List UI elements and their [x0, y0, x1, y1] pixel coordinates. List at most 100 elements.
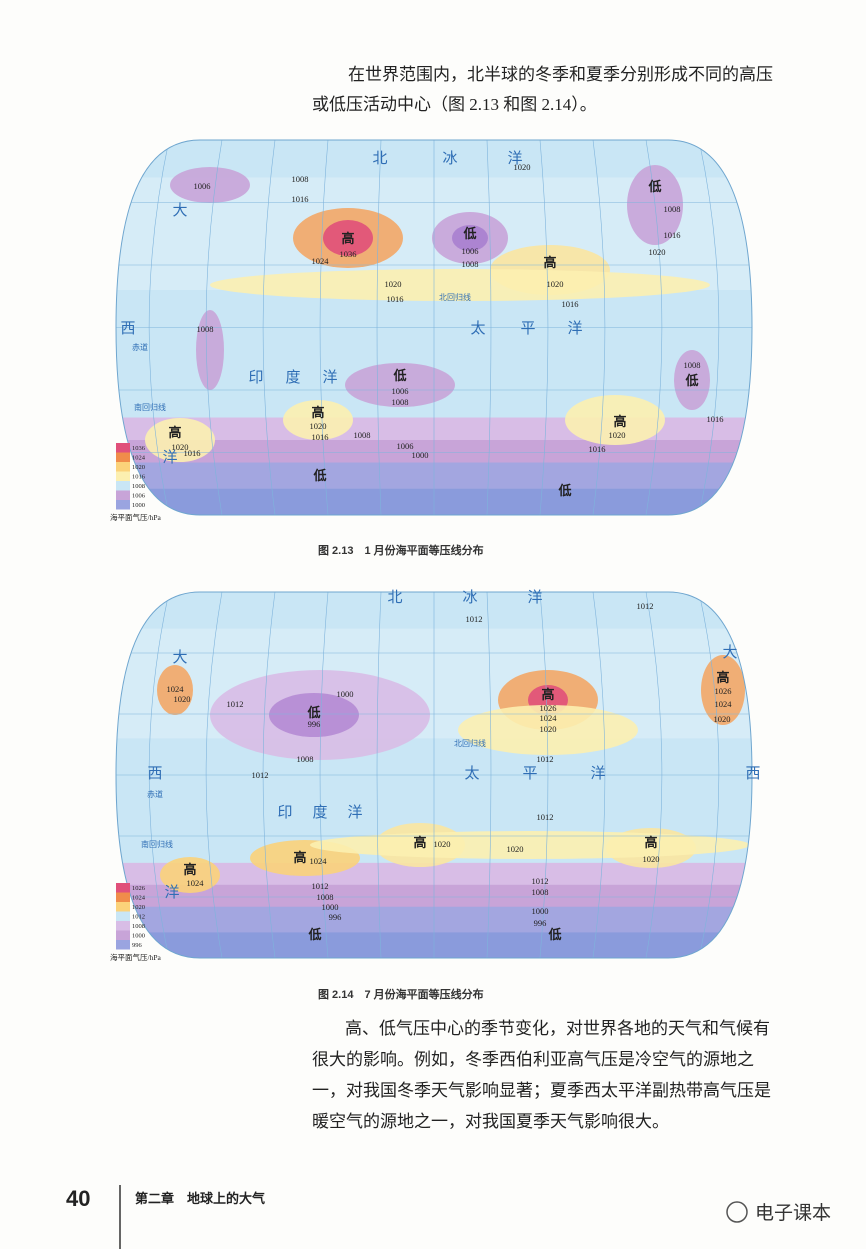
paragraph-line: 在世界范围内，北半球的冬季和夏季分别形成不同的高压: [348, 65, 773, 84]
map-shading: [565, 395, 665, 445]
map-label: 低: [547, 927, 561, 942]
map-label: 1024: [715, 699, 733, 709]
map-label: 1008: [392, 397, 409, 407]
map-label: 1006: [194, 181, 211, 191]
map-label: 高: [183, 862, 196, 877]
legend-label: 1026: [132, 885, 146, 892]
map-label: 1016: [312, 432, 329, 442]
legend-label: 1024: [132, 455, 146, 462]
map-label: 低: [462, 226, 476, 241]
map-label: 洋: [164, 884, 179, 901]
legend-swatch: [116, 462, 130, 472]
map-label: 1012: [637, 601, 654, 611]
map-shading: [210, 269, 710, 301]
map-label: 1016: [387, 294, 404, 304]
watermark: 电子课本: [755, 1202, 831, 1224]
watermark-icon: [726, 1201, 748, 1223]
map-label: 北回归线: [454, 738, 486, 748]
legend-swatch: [116, 921, 130, 931]
map-label: 低: [307, 927, 321, 942]
map-label: 1020: [310, 421, 327, 431]
graticule: [645, 592, 663, 958]
map-label: 低: [684, 373, 698, 388]
map-body: [116, 592, 752, 958]
graticule: [645, 140, 663, 515]
legend-label: 1008: [132, 483, 145, 490]
map-label: 1016: [292, 194, 309, 204]
map-label: 高: [716, 670, 729, 685]
map-label: 1020: [609, 430, 626, 440]
map-label: 1020: [649, 247, 666, 257]
map-label: 1016: [562, 299, 579, 309]
map-label: 印: [248, 369, 263, 386]
map-label: 1008: [664, 204, 681, 214]
map-label: 1036: [340, 249, 357, 259]
map-label: 高: [413, 835, 426, 850]
map-label: 西: [745, 766, 760, 782]
legend-label: 1012: [132, 914, 145, 921]
map-shading: [701, 655, 745, 725]
legend-title: 海平面气压/hPa: [110, 952, 162, 962]
map-label: 平: [522, 766, 537, 782]
map-label: 洋: [507, 150, 522, 167]
graticule: [698, 140, 720, 515]
map-shading: [323, 220, 373, 256]
map-shading: [310, 831, 750, 859]
map-label: 996: [308, 719, 321, 729]
map-label: 低: [392, 368, 406, 383]
map-label: 1008: [292, 174, 309, 184]
legend: 1036 1024 1020 1016 1008 1006 1000 海平面气压/hPa: [110, 443, 162, 522]
map-label: 1006: [397, 441, 414, 451]
graticule: [486, 592, 492, 958]
map-label: 西: [147, 766, 162, 782]
legend-label: 1036: [132, 445, 146, 452]
map-label: 1012: [312, 881, 329, 891]
map-shading: [145, 418, 215, 462]
map-label: 1024: [187, 878, 205, 888]
map-label: 大: [172, 202, 187, 219]
legend-label: 1024: [132, 895, 146, 902]
map-label: 南回归线: [134, 402, 166, 412]
graticule: [539, 592, 549, 958]
map-label: 1012: [537, 754, 554, 764]
graticule: [539, 140, 549, 515]
map: 北冰洋大 大西 西洋印度洋太平洋高10261024102010121012低9961…: [110, 589, 761, 1001]
legend-swatch: [116, 490, 130, 500]
paragraph-line: 很大的影响。例如，冬季西伯利亚高气压是冷空气的源地之: [312, 1050, 754, 1069]
map-label: 1024: [167, 684, 185, 694]
map-label: 1024: [540, 713, 558, 723]
legend-label: 1020: [132, 464, 145, 471]
map-label: 高: [543, 255, 556, 270]
figure-caption: 图 2.13 1 月份海平面等压线分布: [318, 543, 484, 557]
map-label: 1006: [392, 386, 409, 396]
map-label: 洋: [567, 320, 582, 337]
map-border: [115, 139, 753, 516]
map-label: 低: [312, 468, 326, 483]
graticule: [148, 592, 170, 958]
map-label: 1012: [466, 614, 483, 624]
map-label: 洋: [322, 369, 337, 386]
map-label: 赤道: [132, 342, 148, 352]
map: 北冰洋大西洋印度洋太平洋高10361024100810161006低100610…: [110, 139, 753, 557]
map-label: 平: [520, 321, 535, 337]
map-shading: [452, 225, 488, 251]
map-label: 洋: [527, 589, 542, 606]
map-label: 1020: [507, 844, 524, 854]
map-label: 1012: [252, 770, 269, 780]
map-label: 太: [470, 320, 485, 337]
map-label: 北回归线: [439, 292, 471, 302]
map-label: 洋: [347, 804, 362, 821]
legend-swatch: [116, 940, 130, 950]
map-label: 1024: [310, 856, 328, 866]
graticule: [592, 592, 606, 958]
figure-caption: 图 2.14 7 月份海平面等压线分布: [318, 987, 484, 1001]
graticule: [319, 592, 329, 958]
paragraph-line: 一，对我国冬季天气影响显著；夏季西太平洋副热带高气压是: [312, 1081, 771, 1100]
map-label: 高: [293, 850, 306, 865]
map-label: 1016: [589, 444, 606, 454]
graticule: [486, 140, 492, 515]
map-label: 印: [277, 804, 292, 821]
map-label: 度: [312, 804, 327, 821]
map-label: 1024: [312, 256, 330, 266]
